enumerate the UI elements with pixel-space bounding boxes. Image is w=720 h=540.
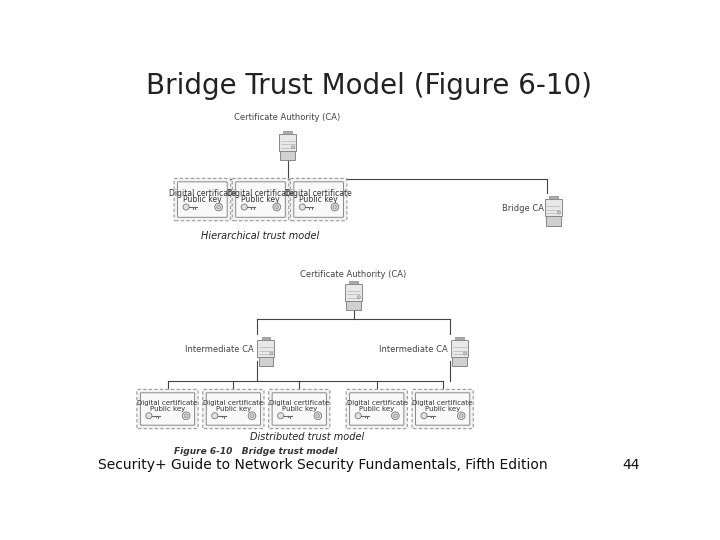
Text: Public key: Public key: [150, 406, 185, 412]
Circle shape: [421, 413, 427, 419]
Circle shape: [355, 413, 361, 419]
Text: Digital certificate: Digital certificate: [285, 189, 352, 198]
FancyBboxPatch shape: [269, 389, 330, 429]
Circle shape: [250, 414, 254, 418]
Circle shape: [316, 414, 320, 418]
Text: 44: 44: [623, 458, 640, 472]
Bar: [546, 217, 561, 226]
Circle shape: [357, 296, 361, 299]
FancyBboxPatch shape: [294, 182, 343, 217]
Text: Digital certificate: Digital certificate: [413, 401, 473, 407]
Circle shape: [145, 413, 152, 419]
Bar: [258, 340, 274, 357]
Circle shape: [277, 413, 284, 419]
Circle shape: [217, 205, 220, 209]
Circle shape: [314, 412, 322, 420]
Circle shape: [300, 204, 305, 210]
Circle shape: [241, 204, 248, 210]
FancyBboxPatch shape: [235, 182, 285, 217]
Bar: [549, 196, 558, 199]
Circle shape: [457, 412, 465, 420]
Bar: [284, 131, 292, 134]
Text: Certificate Authority (CA): Certificate Authority (CA): [235, 113, 341, 122]
FancyBboxPatch shape: [233, 178, 289, 221]
Text: Hierarchical trust model: Hierarchical trust model: [202, 231, 320, 241]
Text: Public key: Public key: [425, 406, 460, 412]
Bar: [345, 284, 362, 301]
Circle shape: [464, 352, 467, 355]
Circle shape: [331, 203, 339, 211]
FancyBboxPatch shape: [206, 393, 261, 425]
Bar: [258, 357, 273, 367]
FancyBboxPatch shape: [137, 389, 198, 429]
FancyBboxPatch shape: [140, 393, 194, 425]
FancyBboxPatch shape: [272, 393, 326, 425]
Bar: [280, 151, 295, 160]
Circle shape: [459, 414, 463, 418]
Text: Digital certificate: Digital certificate: [346, 401, 407, 407]
Text: Digital certificate: Digital certificate: [203, 401, 264, 407]
Circle shape: [333, 205, 337, 209]
Text: Distributed trust model: Distributed trust model: [250, 433, 364, 442]
Text: Digital certificate: Digital certificate: [227, 189, 294, 198]
Circle shape: [248, 412, 256, 420]
Text: Intermediate CA: Intermediate CA: [185, 345, 253, 354]
Text: Bridge CA: Bridge CA: [502, 204, 544, 213]
Circle shape: [184, 414, 188, 418]
FancyBboxPatch shape: [203, 389, 264, 429]
Bar: [346, 301, 361, 310]
Text: Public key: Public key: [241, 195, 280, 204]
Bar: [452, 357, 467, 367]
Text: Figure 6-10   Bridge trust model: Figure 6-10 Bridge trust model: [174, 447, 338, 456]
Text: Security+ Guide to Network Security Fundamentals, Fifth Edition: Security+ Guide to Network Security Fund…: [98, 458, 547, 472]
Bar: [349, 281, 358, 284]
Circle shape: [292, 146, 294, 148]
Text: Public key: Public key: [300, 195, 338, 204]
FancyBboxPatch shape: [174, 178, 230, 221]
Text: Public key: Public key: [282, 406, 317, 412]
Bar: [456, 337, 464, 340]
Text: Digital certificate: Digital certificate: [269, 401, 329, 407]
FancyBboxPatch shape: [415, 393, 469, 425]
Text: Digital certificate: Digital certificate: [138, 401, 197, 407]
Bar: [279, 134, 296, 151]
Circle shape: [275, 205, 279, 209]
Circle shape: [212, 413, 218, 419]
Circle shape: [215, 203, 222, 211]
Circle shape: [557, 211, 560, 214]
Text: Certificate Authority (CA): Certificate Authority (CA): [300, 270, 407, 279]
Bar: [261, 337, 270, 340]
Text: Public key: Public key: [183, 195, 222, 204]
FancyBboxPatch shape: [290, 178, 347, 221]
Text: Digital certificate: Digital certificate: [169, 189, 235, 198]
Circle shape: [392, 412, 399, 420]
Circle shape: [393, 414, 397, 418]
Circle shape: [273, 203, 281, 211]
Bar: [451, 340, 468, 357]
Circle shape: [182, 412, 190, 420]
Circle shape: [183, 204, 189, 210]
FancyBboxPatch shape: [350, 393, 404, 425]
Circle shape: [270, 352, 273, 355]
Text: Bridge Trust Model (Figure 6-10): Bridge Trust Model (Figure 6-10): [146, 72, 592, 100]
Text: Public key: Public key: [359, 406, 395, 412]
Text: Public key: Public key: [216, 406, 251, 412]
Text: Intermediate CA: Intermediate CA: [379, 345, 447, 354]
FancyBboxPatch shape: [412, 389, 473, 429]
Bar: [545, 199, 562, 217]
FancyBboxPatch shape: [178, 182, 228, 217]
FancyBboxPatch shape: [346, 389, 408, 429]
